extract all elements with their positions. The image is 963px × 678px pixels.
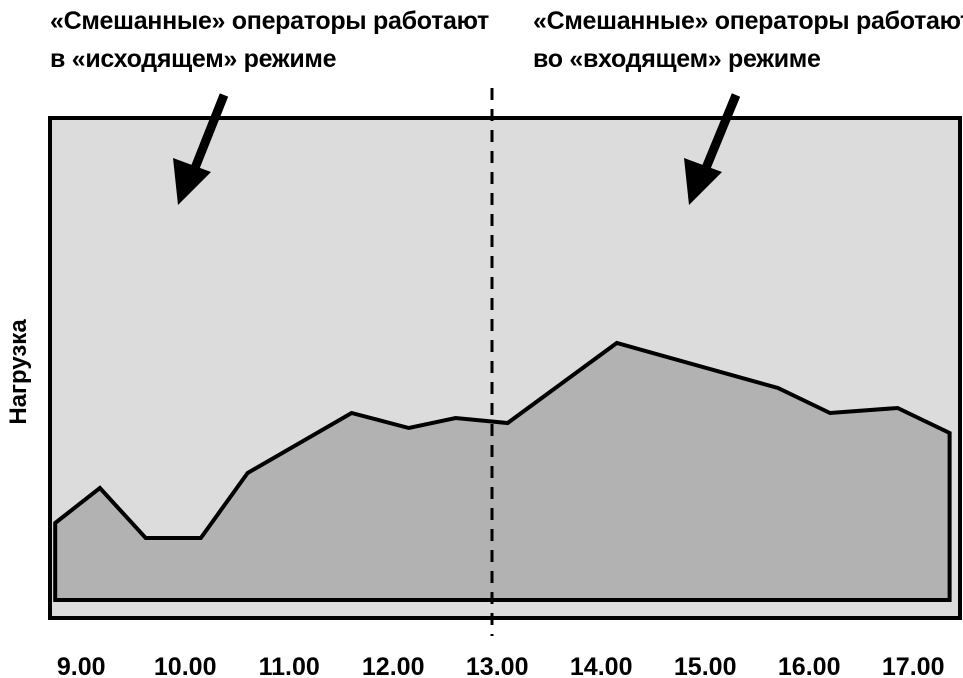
x-tick-label: 11.00 (259, 653, 320, 678)
x-axis-ticks: 9.00 10.00 11.00 12.00 13.00 14.00 15.00 16.00 1… (57, 653, 945, 678)
annotation-outgoing-line-2: в «исходящем» режиме (50, 45, 337, 73)
x-tick-label: 13.00 (466, 653, 529, 678)
x-tick-label: 16.00 (778, 653, 841, 678)
load-area-series (53, 340, 952, 602)
x-tick-label: 10.00 (154, 653, 217, 678)
x-tick-label: 12.00 (362, 653, 425, 678)
annotation-incoming-line-2: во «входящем» режиме (533, 45, 821, 73)
arrow-left-icon (173, 93, 229, 205)
x-tick-label: 9.00 (57, 653, 106, 678)
annotation-incoming-mode: «Смешанные» операторы работают во «входя… (533, 2, 963, 78)
annotation-incoming-line-1: «Смешанные» операторы работают (533, 7, 963, 35)
annotation-outgoing-line-1: «Смешанные» операторы работают (50, 7, 489, 35)
arrow-right-icon (684, 93, 741, 205)
x-tick-label: 15.00 (674, 653, 737, 678)
annotation-outgoing-mode: «Смешанные» операторы работают в «исходя… (50, 2, 489, 78)
x-tick-label: 17.00 (882, 653, 945, 678)
y-axis-label: Нагрузка (5, 319, 32, 425)
x-tick-label: 14.00 (570, 653, 633, 678)
